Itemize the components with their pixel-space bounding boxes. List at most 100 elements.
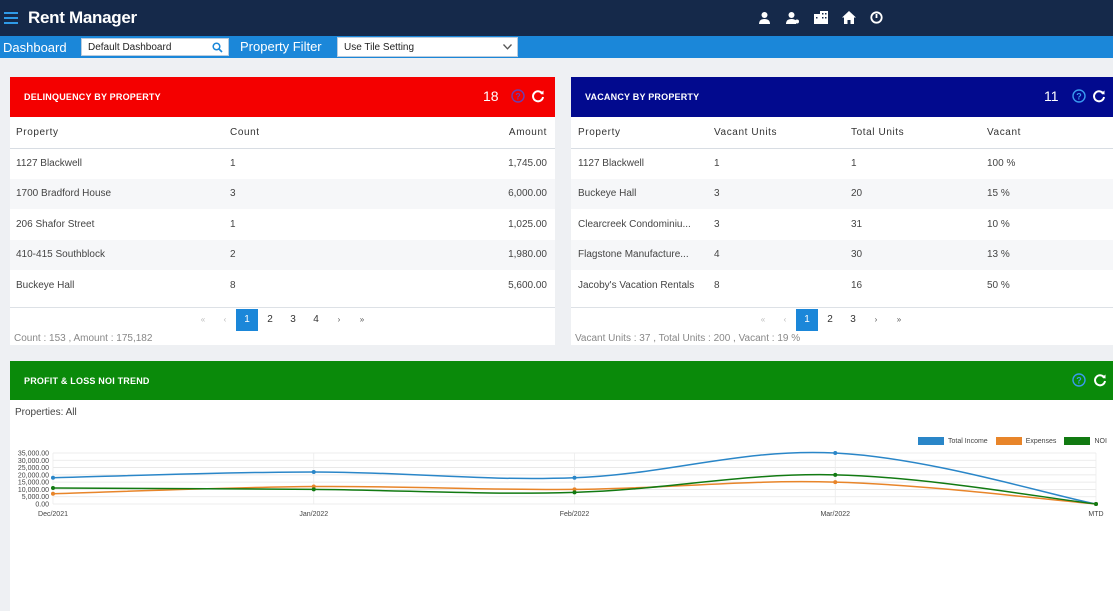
svg-text:?: ? [515, 92, 521, 102]
cell-count: 1 [230, 218, 236, 230]
cell-vacant-units: 1 [714, 158, 720, 169]
x-tick-label: Mar/2022 [820, 511, 850, 518]
refresh-icon[interactable] [1092, 89, 1106, 103]
data-point[interactable] [311, 487, 316, 492]
cell-vacant: 100 % [987, 158, 1016, 169]
last-page-button[interactable]: » [896, 315, 902, 324]
help-icon[interactable]: ? [511, 89, 525, 103]
cell-total-units: 30 [851, 239, 987, 270]
column-header-total-units[interactable]: Total Units [851, 117, 987, 149]
top-icon-group [757, 10, 884, 25]
menu-icon[interactable] [4, 12, 18, 24]
prev-page-button[interactable]: ‹ [223, 315, 227, 324]
data-point[interactable] [51, 485, 55, 490]
x-tick-label: Jan/2022 [299, 511, 328, 518]
vacancy-summary: Vacant Units : 37 , Total Units : 200 , … [575, 333, 801, 344]
property-filter-label: Property Filter [240, 39, 322, 54]
column-header-vacant[interactable]: Vacant [987, 117, 1113, 149]
page-4-button[interactable]: 4 [313, 314, 319, 325]
user-icon[interactable] [757, 10, 772, 25]
pnl-header: PROFIT & LOSS NOI TREND ? [10, 361, 1113, 400]
cell-vacant-units: 3 [714, 178, 851, 209]
vacancy-count: 11 [1044, 88, 1059, 104]
data-point[interactable] [1094, 502, 1098, 506]
table-row[interactable]: Buckeye Hall 8 5,600.00 [10, 270, 555, 301]
last-page-button[interactable]: » [359, 315, 365, 324]
y-tick-label: 15,000.00 [18, 480, 49, 487]
page-2-button[interactable]: 2 [267, 314, 273, 325]
data-point[interactable] [51, 491, 55, 496]
y-tick-label: 25,000.00 [18, 465, 49, 472]
chevron-down-icon [503, 44, 512, 50]
legend-swatch [918, 437, 944, 445]
prev-page-button[interactable]: ‹ [783, 315, 787, 324]
svg-text:?: ? [1076, 92, 1082, 102]
cell-vacant-units: 3 [714, 218, 720, 230]
data-point[interactable] [833, 451, 838, 455]
home-icon[interactable] [841, 10, 856, 25]
column-header-count[interactable]: Count [230, 117, 430, 149]
dashboard-select-value: Default Dashboard [88, 41, 172, 53]
table-row[interactable]: 1127 Blackwell 1 1 100 % [571, 148, 1113, 179]
table-row[interactable]: Flagstone Manufacture... 4 30 13 % [571, 239, 1113, 270]
refresh-icon[interactable] [1093, 373, 1107, 387]
data-point[interactable] [51, 475, 55, 480]
help-icon[interactable]: ? [1072, 89, 1086, 103]
first-page-button[interactable]: « [760, 315, 766, 324]
help-icon[interactable]: ? [1072, 373, 1086, 387]
cell-amount: 5,600.00 [508, 279, 547, 291]
page-2-button[interactable]: 2 [827, 314, 833, 325]
x-tick-label: MTD [1088, 511, 1103, 518]
first-page-button[interactable]: « [200, 315, 206, 324]
column-header-property[interactable]: Property [10, 117, 230, 149]
next-page-button[interactable]: › [337, 315, 341, 324]
legend-item-noi[interactable]: NOI [1064, 437, 1107, 445]
data-point[interactable] [311, 469, 316, 474]
table-row[interactable]: 206 Shafor Street 1 1,025.00 [10, 209, 555, 240]
y-tick-label: 0.00 [35, 502, 49, 509]
user-settings-icon[interactable] [785, 10, 800, 25]
page-3-button[interactable]: 3 [850, 314, 856, 325]
next-page-button[interactable]: › [874, 315, 878, 324]
page-1-button[interactable]: 1 [796, 308, 818, 331]
cell-vacant: 15 % [987, 178, 1113, 209]
table-header-row: Property Count Amount [10, 117, 555, 149]
legend-item-total-income[interactable]: Total Income [918, 437, 988, 445]
legend-item-expenses[interactable]: Expenses [995, 437, 1056, 445]
top-bar: Rent Manager [0, 0, 1113, 36]
x-tick-label: Feb/2022 [560, 511, 590, 518]
filter-bar: Dashboard Default Dashboard Property Fil… [0, 36, 1113, 58]
building-icon[interactable] [813, 10, 828, 25]
cell-count: 1 [230, 158, 236, 169]
table-row[interactable]: 1700 Bradford House 3 6,000.00 [10, 178, 555, 209]
table-row[interactable]: Jacoby's Vacation Rentals 8 16 50 % [571, 270, 1113, 301]
table-row[interactable]: Clearcreek Condominiu... 3 31 10 % [571, 209, 1113, 240]
y-tick-label: 20,000.00 [18, 472, 49, 479]
data-point[interactable] [572, 487, 577, 492]
column-header-vacant-units[interactable]: Vacant Units [714, 117, 851, 149]
property-filter-select[interactable]: Use Tile Setting [337, 37, 518, 57]
y-tick-label: 10,000.00 [18, 487, 49, 494]
cell-amount: 6,000.00 [430, 178, 555, 209]
cell-count: 3 [230, 178, 430, 209]
data-point[interactable] [572, 490, 577, 495]
data-point[interactable] [572, 475, 577, 480]
column-header-amount[interactable]: Amount [430, 117, 555, 149]
search-icon[interactable] [212, 42, 223, 53]
data-point[interactable] [311, 484, 316, 489]
data-point[interactable] [833, 480, 838, 485]
data-point[interactable] [833, 472, 838, 477]
dashboard-select[interactable]: Default Dashboard [81, 38, 229, 56]
cell-property: 1700 Bradford House [10, 178, 230, 209]
page-1-button[interactable]: 1 [236, 308, 258, 331]
refresh-icon[interactable] [531, 89, 545, 103]
vacancy-title: VACANCY BY PROPERTY [585, 92, 700, 102]
power-icon[interactable] [869, 10, 884, 25]
table-row[interactable]: 1127 Blackwell 1 1,745.00 [10, 148, 555, 179]
page-3-button[interactable]: 3 [290, 314, 296, 325]
delinquency-title: DELINQUENCY BY PROPERTY [24, 92, 161, 102]
cell-amount: 1,980.00 [430, 239, 555, 270]
column-header-property[interactable]: Property [571, 117, 714, 149]
table-row[interactable]: Buckeye Hall 3 20 15 % [571, 178, 1113, 209]
table-row[interactable]: 410-415 Southblock 2 1,980.00 [10, 239, 555, 270]
